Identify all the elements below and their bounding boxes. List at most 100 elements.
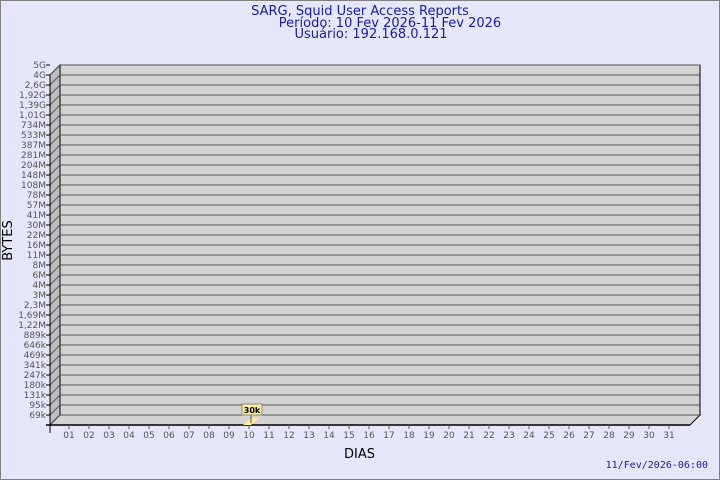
y-tick-label: 8M — [33, 261, 47, 271]
y-tick-label: 2,3M — [24, 301, 46, 311]
x-tick-label: 28 — [603, 431, 615, 441]
x-tick-label: 08 — [203, 431, 215, 441]
x-tick-label: 04 — [123, 431, 135, 441]
x-tick-label: 09 — [223, 431, 235, 441]
x-tick-label: 19 — [423, 431, 435, 441]
y-tick-label: 41M — [27, 211, 46, 221]
gridline-side — [49, 244, 61, 256]
gridline-side — [49, 84, 61, 96]
bar-label-box — [241, 403, 263, 416]
y-tick-label: 78M — [27, 191, 46, 201]
gridline-side — [49, 184, 61, 196]
y-tick-label: 281M — [21, 151, 46, 161]
x-tick-label: 05 — [143, 431, 154, 441]
y-tick-label: 1,01G — [19, 111, 46, 121]
report-timestamp: 11/Fev/2026-06:00 — [605, 460, 708, 471]
gridline-side — [49, 154, 61, 166]
y-tick-label: 4M — [33, 281, 47, 291]
side-wall — [49, 63, 61, 427]
y-tick-label: 11M — [27, 251, 46, 261]
y-tick-label: 889k — [24, 331, 47, 341]
x-tick-label: 18 — [403, 431, 415, 441]
gridline-side — [49, 204, 61, 216]
y-tick-label: 30M — [27, 221, 46, 231]
gridline-side — [49, 124, 61, 136]
gridline-side — [49, 224, 61, 236]
gridline-side — [49, 414, 61, 426]
y-tick-label: 180k — [24, 381, 47, 391]
x-tick-label: 03 — [103, 431, 114, 441]
y-tick-label: 22M — [27, 231, 46, 241]
y-tick-label: 69k — [29, 411, 46, 421]
x-tick-label: 27 — [583, 431, 594, 441]
floor — [48, 414, 702, 426]
y-tick-label: 1,39G — [19, 101, 46, 111]
y-tick-label: 469k — [24, 351, 47, 361]
x-tick-label: 31 — [663, 431, 674, 441]
x-tick-label: 06 — [163, 431, 175, 441]
x-tick-label: 07 — [183, 431, 194, 441]
x-tick-label: 24 — [523, 431, 535, 441]
x-tick-label: 10 — [243, 431, 255, 441]
gridline-side — [49, 284, 61, 296]
x-axis-label: DIAS — [344, 447, 375, 462]
y-tick-label: 533M — [21, 131, 46, 141]
x-tick-label: 17 — [383, 431, 394, 441]
gridline-side — [49, 394, 61, 406]
gridline-side — [49, 374, 61, 386]
x-tick-label: 22 — [483, 431, 494, 441]
x-tick-label: 13 — [303, 431, 314, 441]
back-wall — [59, 64, 701, 416]
chart-period: Período: 10 Fev 2026-11 Fev 2026 — [278, 16, 502, 31]
y-tick-label: 3M — [33, 291, 47, 301]
y-tick-label: 4G — [33, 71, 46, 81]
chart-title: SARG, Squid User Access Reports — [251, 4, 469, 19]
y-tick-label: 5G — [33, 61, 46, 71]
gridline-side — [49, 94, 61, 106]
y-tick-label: 57M — [27, 201, 46, 211]
gridline-side — [49, 404, 61, 416]
y-tick-label: 734M — [21, 121, 46, 131]
x-tick-label: 21 — [463, 431, 474, 441]
x-tick-label: 11 — [263, 431, 274, 441]
bar-value-label: 30k — [244, 406, 261, 415]
gridline-side — [49, 344, 61, 356]
gridline-side — [49, 264, 61, 276]
y-tick-label: 646k — [24, 341, 47, 351]
x-tick-label: 23 — [503, 431, 514, 441]
x-tick-label: 12 — [283, 431, 294, 441]
gridline-side — [49, 234, 61, 246]
x-tick-label: 14 — [323, 431, 335, 441]
x-tick-label: 01 — [63, 431, 74, 441]
x-tick-label: 25 — [543, 431, 554, 441]
gridline-side — [49, 114, 61, 126]
y-tick-label: 6M — [33, 271, 47, 281]
y-tick-label: 95k — [29, 401, 46, 411]
gridline-side — [49, 214, 61, 226]
y-tick-label: 1,69M — [18, 311, 46, 321]
y-tick-label: 148M — [21, 171, 46, 181]
gridline-side — [49, 274, 61, 286]
y-tick-label: 387M — [21, 141, 46, 151]
x-tick-label: 16 — [363, 431, 375, 441]
x-tick-label: 15 — [343, 431, 354, 441]
y-tick-label: 2,6G — [25, 81, 46, 91]
gridline-side — [49, 324, 61, 336]
gridline-side — [49, 314, 61, 326]
gridline-side — [49, 334, 61, 346]
gridline-side — [49, 294, 61, 306]
gridline-side — [49, 74, 61, 86]
x-tick-label: 20 — [443, 431, 455, 441]
y-tick-label: 1,22M — [18, 321, 46, 331]
x-tick-label: 29 — [623, 431, 635, 441]
x-tick-label: 26 — [563, 431, 575, 441]
x-tick-label: 02 — [83, 431, 94, 441]
gridline-side — [49, 164, 61, 176]
gridline-side — [49, 354, 61, 366]
gridline-side — [49, 104, 61, 116]
gridline-side — [49, 134, 61, 146]
y-tick-label: 16M — [27, 241, 46, 251]
gridline-side — [49, 364, 61, 376]
y-tick-label: 247k — [24, 371, 47, 381]
